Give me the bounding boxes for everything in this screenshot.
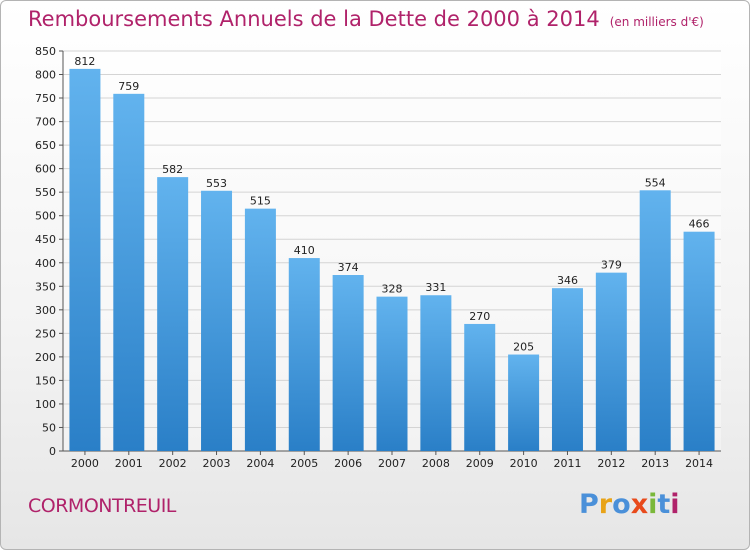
- chart-subtitle: (en milliers d'€): [609, 15, 704, 29]
- value-label-2009: 270: [469, 310, 490, 323]
- value-label-2008: 331: [425, 281, 446, 294]
- y-tick-label: 250: [35, 327, 56, 340]
- value-label-2006: 374: [338, 261, 359, 274]
- y-tick-label: 200: [35, 351, 56, 364]
- value-label-2005: 410: [294, 244, 315, 257]
- value-label-2007: 328: [382, 283, 403, 296]
- bar-2009: [464, 323, 496, 451]
- bar-2011: [551, 288, 583, 451]
- x-tick-label-2001: 2001: [115, 457, 143, 470]
- logo-letter: i: [648, 489, 658, 520]
- x-tick-label-2004: 2004: [246, 457, 274, 470]
- city-name: CORMONTREUIL: [28, 495, 176, 517]
- bar-2012: [595, 272, 627, 451]
- bar-2005: [288, 258, 320, 451]
- proxiti-logo[interactable]: Proxiti: [579, 489, 680, 520]
- value-label-2011: 346: [557, 274, 578, 287]
- logo-letter: r: [598, 489, 613, 520]
- y-tick-label: 0: [49, 445, 56, 458]
- y-tick-label: 100: [35, 398, 56, 411]
- bar-2003: [201, 190, 233, 451]
- y-tick-label: 150: [35, 374, 56, 387]
- bar-2007: [376, 296, 408, 451]
- bar-2000: [69, 68, 101, 451]
- y-tick-label: 300: [35, 304, 56, 317]
- x-tick-label-2006: 2006: [334, 457, 362, 470]
- x-tick-label-2011: 2011: [553, 457, 581, 470]
- bar-2010: [508, 354, 540, 451]
- value-label-2014: 466: [689, 218, 710, 231]
- x-tick-label-2010: 2010: [510, 457, 538, 470]
- x-tick-label-2014: 2014: [685, 457, 713, 470]
- y-tick-label: 350: [35, 280, 56, 293]
- y-tick-label: 700: [35, 116, 56, 129]
- x-tick-label-2009: 2009: [466, 457, 494, 470]
- bar-2002: [157, 177, 189, 451]
- chart-title-text: Remboursements Annuels de la Dette de 20…: [28, 7, 600, 31]
- chart-title: Remboursements Annuels de la Dette de 20…: [28, 7, 704, 31]
- y-tick-label: 400: [35, 257, 56, 270]
- logo-letter: x: [630, 489, 649, 520]
- y-tick-label: 50: [42, 421, 56, 434]
- value-label-2001: 759: [118, 80, 139, 93]
- logo-letter: o: [612, 489, 631, 520]
- x-tick-label-2012: 2012: [597, 457, 625, 470]
- logo-letter: i: [670, 489, 680, 520]
- y-tick-label: 850: [35, 45, 56, 58]
- value-label-2000: 812: [74, 55, 95, 68]
- y-tick-label: 500: [35, 210, 56, 223]
- value-label-2004: 515: [250, 195, 271, 208]
- y-tick-label: 450: [35, 233, 56, 246]
- x-tick-label-2005: 2005: [290, 457, 318, 470]
- x-tick-label-2000: 2000: [71, 457, 99, 470]
- bar-2014: [683, 231, 715, 451]
- x-tick-label-2002: 2002: [159, 457, 187, 470]
- value-label-2010: 205: [513, 341, 534, 354]
- value-label-2012: 379: [601, 259, 622, 272]
- y-tick-label: 800: [35, 69, 56, 82]
- y-tick-label: 650: [35, 139, 56, 152]
- bar-2004: [244, 208, 276, 451]
- value-label-2013: 554: [645, 176, 666, 189]
- logo-letter: t: [657, 489, 671, 520]
- value-label-2002: 582: [162, 163, 183, 176]
- bar-2008: [420, 295, 452, 451]
- bar-2013: [639, 190, 671, 451]
- y-tick-label: 600: [35, 163, 56, 176]
- logo-letter: P: [579, 489, 599, 520]
- y-tick-label: 750: [35, 92, 56, 105]
- x-tick-label-2007: 2007: [378, 457, 406, 470]
- value-label-2003: 553: [206, 177, 227, 190]
- x-tick-label-2003: 2003: [203, 457, 231, 470]
- bar-2006: [332, 275, 364, 451]
- y-tick-label: 550: [35, 186, 56, 199]
- x-tick-label-2008: 2008: [422, 457, 450, 470]
- bar-2001: [113, 93, 145, 451]
- x-tick-label-2013: 2013: [641, 457, 669, 470]
